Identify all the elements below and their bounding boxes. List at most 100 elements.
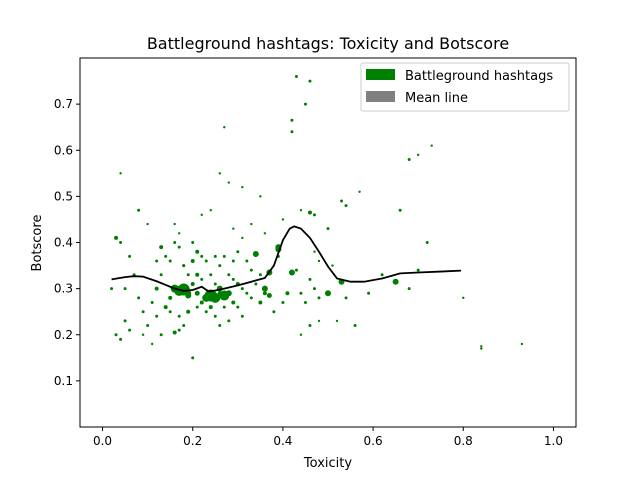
scatter-point	[254, 282, 258, 286]
scatter-point	[317, 259, 321, 263]
scatter-point	[263, 232, 267, 235]
scatter-point	[155, 259, 159, 263]
scatter-point	[240, 287, 244, 291]
y-axis: 0.1 0.2 0.3 0.4 0.5 0.6 0.7	[54, 97, 80, 388]
scatter-point	[225, 290, 232, 297]
x-tick-label: 1.0	[544, 434, 563, 448]
scatter-point	[128, 328, 132, 332]
scatter-point	[262, 291, 267, 296]
scatter-point	[218, 264, 222, 268]
scatter-point	[209, 209, 212, 212]
scatter-point	[204, 259, 208, 263]
scatter-point	[137, 208, 141, 212]
scatter-point	[123, 287, 127, 291]
scatter-point	[520, 342, 524, 346]
scatter-point	[331, 264, 334, 267]
scatter-point	[249, 268, 253, 272]
scatter-point	[299, 209, 303, 212]
scatter-point	[200, 213, 203, 217]
x-tick-label: 0.6	[364, 434, 383, 448]
scatter-point	[177, 328, 181, 332]
legend: Battleground hashtags Mean line	[360, 62, 570, 112]
scatter-point	[210, 292, 221, 303]
scatter-point	[272, 310, 276, 314]
scatter-point	[200, 254, 204, 258]
scatter-point	[290, 130, 294, 134]
scatter-point	[114, 235, 119, 240]
scatter-point	[308, 324, 312, 328]
scatter-point	[308, 79, 312, 83]
scatter-point	[241, 236, 244, 240]
scatter-point	[123, 319, 127, 323]
y-tick-label: 0.4	[54, 236, 73, 250]
scatter-point	[150, 342, 154, 346]
scatter-point	[173, 241, 177, 244]
scatter-point	[114, 333, 118, 337]
scatter-point	[299, 291, 303, 295]
plot-frame	[79, 57, 577, 428]
scatter-point	[191, 356, 195, 360]
x-tick-label: 0.4	[273, 434, 292, 448]
scatter-point	[172, 330, 177, 335]
scatter-point	[155, 314, 159, 318]
scatter-point	[177, 245, 181, 249]
scatter-point	[249, 296, 253, 300]
scatter-point	[344, 296, 348, 300]
scatter-point	[430, 144, 433, 147]
scatter-point	[168, 259, 172, 263]
scatter-point	[163, 305, 168, 310]
scatter-point	[317, 319, 321, 323]
scatter-point	[222, 254, 226, 258]
scatter-point	[398, 208, 402, 212]
scatter-point	[222, 305, 226, 309]
scatter-point	[258, 300, 263, 305]
scatter-point	[168, 295, 173, 300]
chart-title: Battleground hashtags: Toxicity and Bots…	[147, 34, 509, 53]
scatter-point	[261, 285, 268, 292]
scatter-point	[159, 245, 164, 250]
scatter-point	[227, 319, 231, 323]
x-tick-label: 0.2	[183, 434, 202, 448]
y-tick-label: 0.2	[54, 328, 73, 342]
scatter-point	[240, 314, 244, 318]
scatter-point	[177, 314, 181, 318]
scatter-point	[241, 185, 244, 189]
scatter-point	[294, 268, 298, 272]
scatter-point	[182, 324, 186, 328]
scatter-point	[186, 273, 190, 277]
scatter-point	[137, 296, 141, 300]
legend-box	[360, 62, 570, 112]
scatter-point	[141, 310, 145, 314]
scatter-point	[213, 314, 217, 318]
scatter-point	[164, 254, 168, 258]
scatter-point	[119, 337, 123, 341]
scatter-point	[119, 241, 123, 244]
scatter-point	[266, 293, 272, 299]
scatter-point	[290, 118, 294, 122]
scatter-point	[407, 157, 411, 161]
scatter-point	[480, 345, 483, 348]
scatter-point	[236, 250, 240, 254]
scatter-point	[281, 300, 285, 304]
x-axis-label: Toxicity	[303, 456, 352, 471]
scatter-point	[307, 210, 312, 215]
scatter-point	[213, 282, 217, 286]
scatter-point	[110, 287, 114, 291]
scatter-point	[344, 204, 348, 208]
scatter-point	[199, 300, 204, 305]
scatter-point	[480, 347, 483, 350]
y-tick-label: 0.5	[54, 189, 73, 203]
scatter-point	[312, 287, 316, 291]
scatter-point	[159, 333, 163, 337]
scatter-point	[236, 305, 240, 309]
scatter-point	[146, 324, 150, 328]
scatter-point	[178, 232, 181, 235]
scatter-points	[110, 74, 524, 360]
x-tick-label: 0.0	[93, 434, 112, 448]
x-tick-label: 0.8	[454, 434, 473, 448]
scatter-point	[462, 296, 465, 300]
scatter-point	[358, 190, 361, 193]
scatter-point	[313, 250, 316, 253]
scatter-point	[190, 282, 195, 287]
scatter-point	[218, 324, 222, 328]
